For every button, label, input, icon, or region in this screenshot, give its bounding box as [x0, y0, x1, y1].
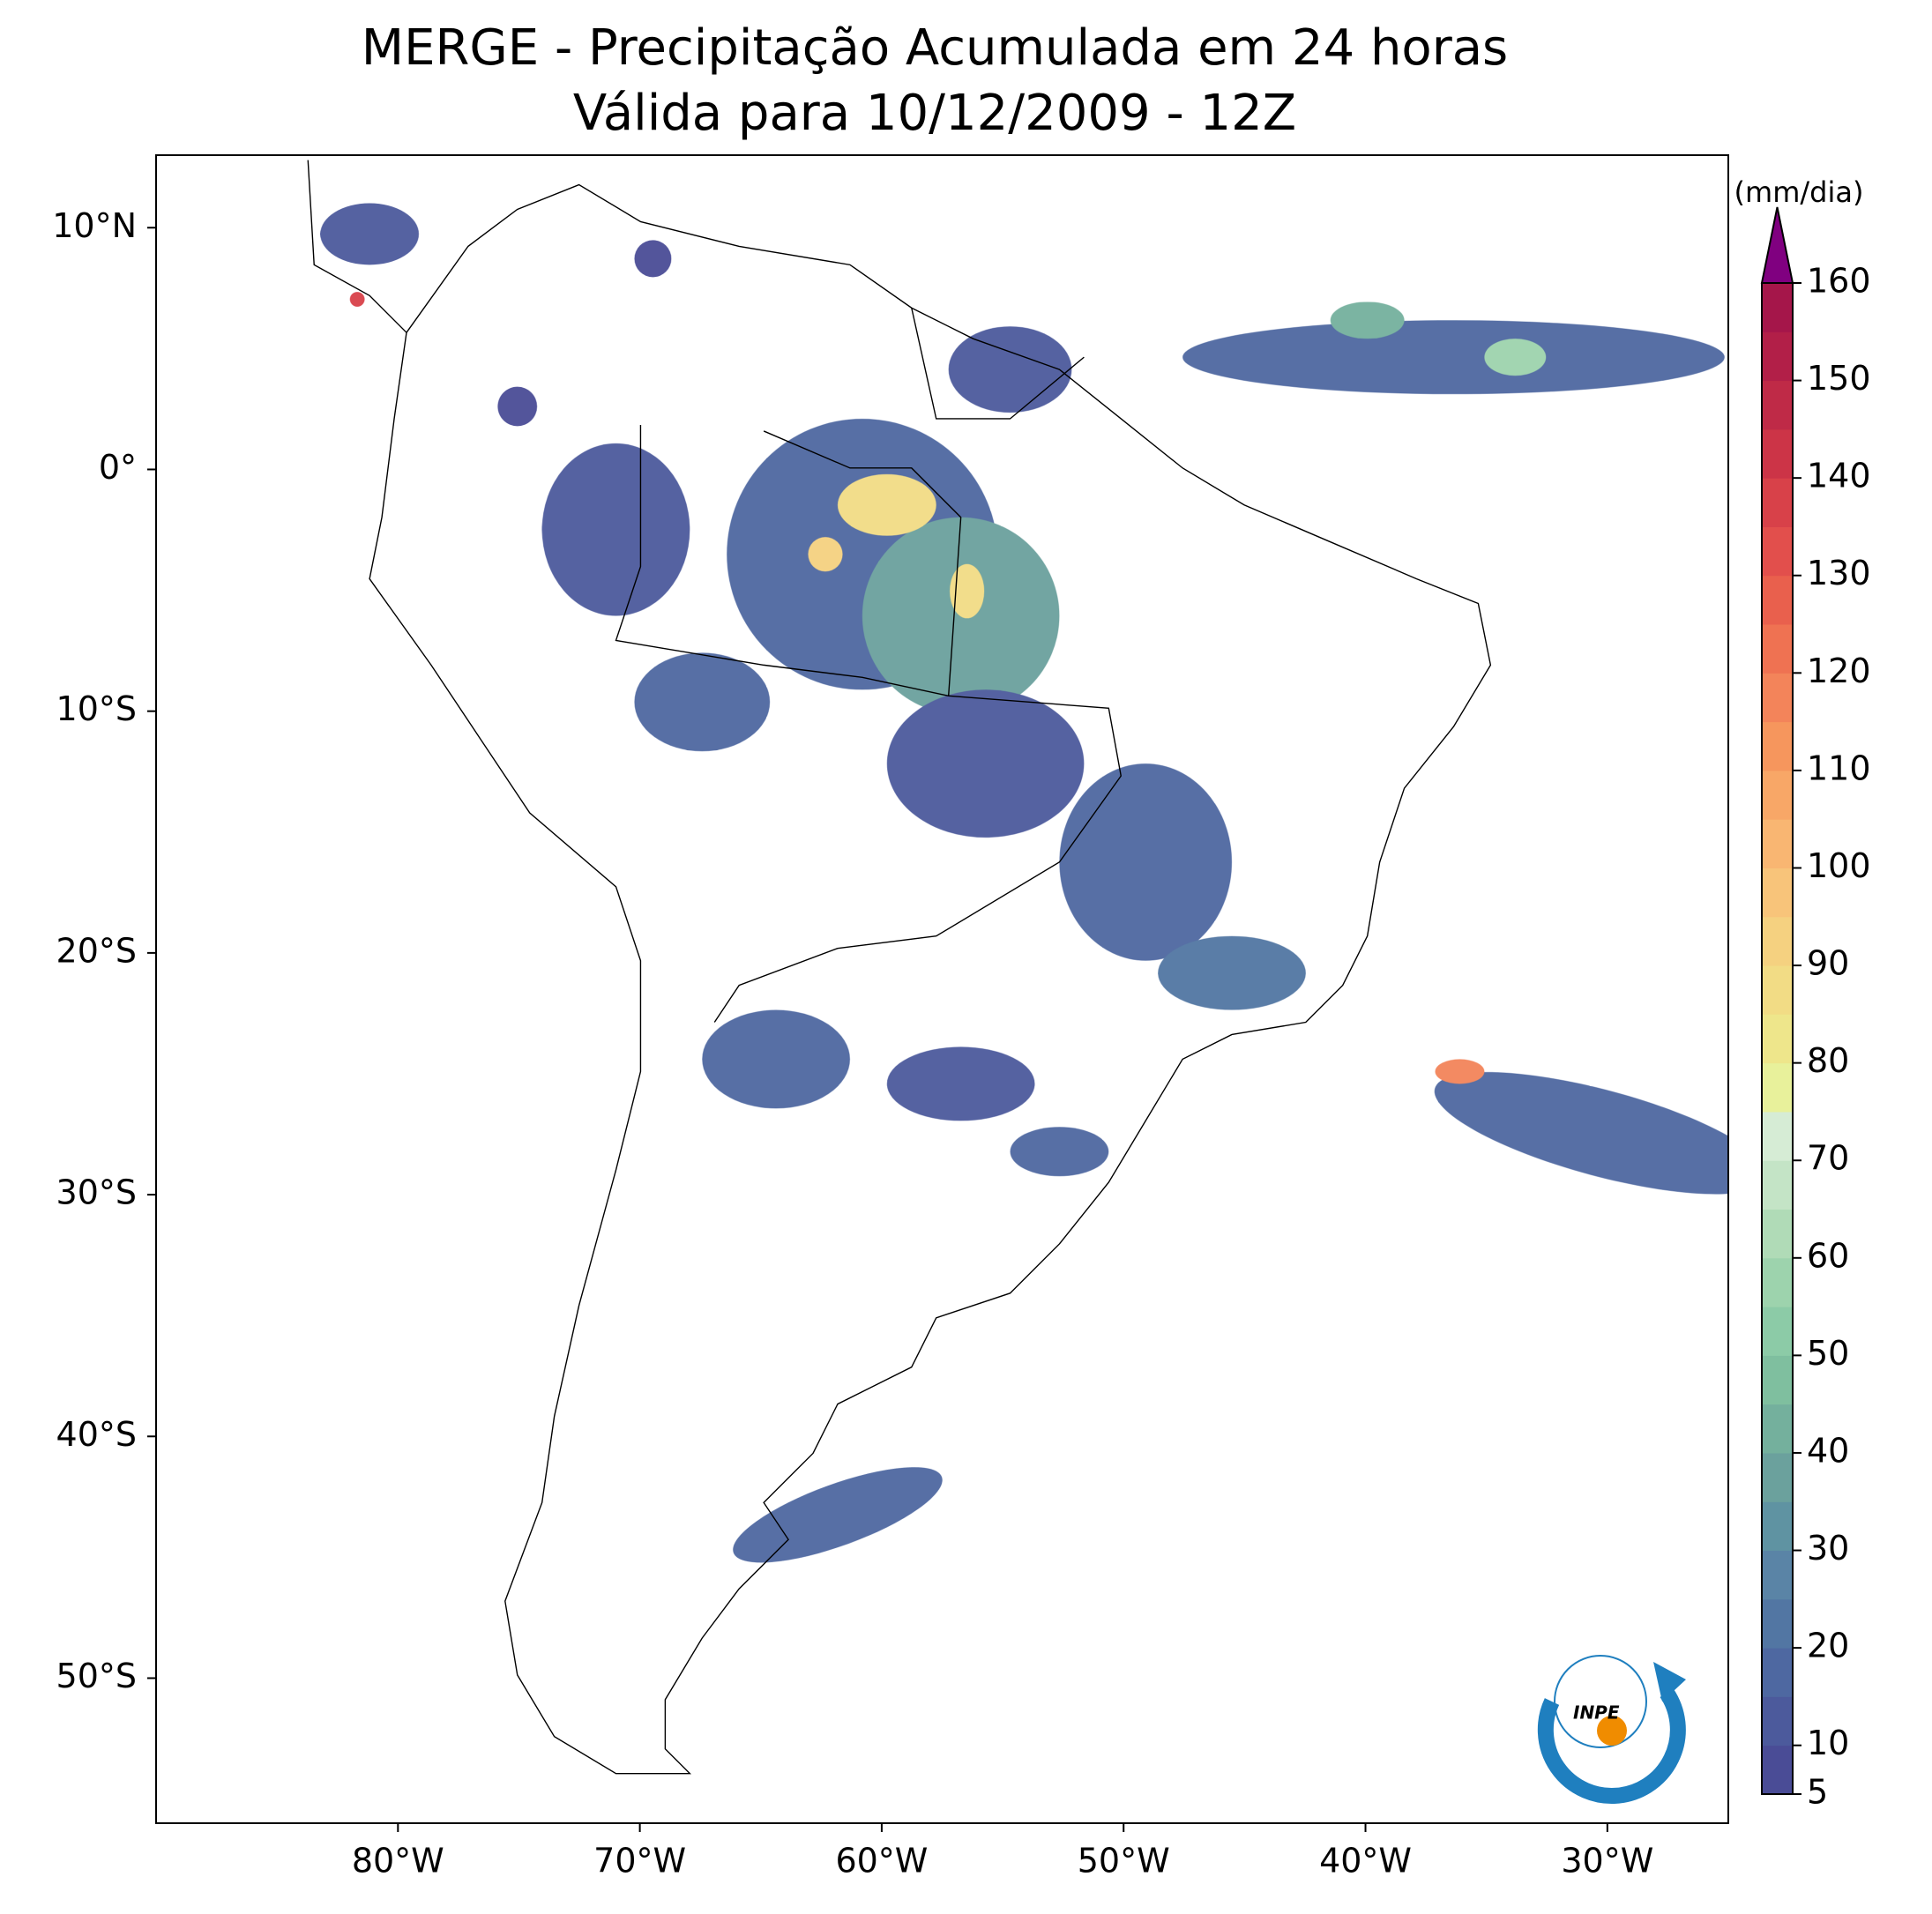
colorbar-tick-label: 120	[1807, 652, 1871, 690]
y-tick-label: 40°S	[56, 1415, 137, 1454]
colorbar-segment	[1762, 624, 1793, 674]
colorbar-label: (mm/dia)	[1734, 175, 1864, 209]
coastlines	[307, 160, 1492, 1775]
y-tick-label: 50°S	[56, 1657, 137, 1695]
subtitle: Válida para 10/12/2009 - 12Z	[573, 85, 1296, 142]
inpe-logo: INPE	[1537, 1655, 1686, 1804]
colorbar-extend	[1760, 206, 1794, 284]
colorbar-segment	[1762, 1111, 1793, 1161]
x-tick-label: 80°W	[352, 1842, 444, 1880]
colorbar-segment	[1762, 478, 1793, 527]
colorbar-segment	[1762, 1355, 1793, 1405]
colorbar-tick-label: 100	[1807, 846, 1871, 885]
y-tick-label: 10°N	[52, 206, 137, 245]
colorbar-segment	[1762, 819, 1793, 868]
y-tick-label: 0°	[99, 448, 137, 487]
colorbar-segment	[1762, 283, 1793, 332]
colorbar-segment	[1762, 1745, 1793, 1795]
y-tick-label: 30°S	[56, 1173, 137, 1212]
colorbar-segment	[1762, 1696, 1793, 1746]
colorbar-frame	[1761, 282, 1794, 1795]
colorbar-tick-label: 80	[1807, 1041, 1849, 1080]
colorbar-segment	[1762, 380, 1793, 430]
title: MERGE - Precipitação Acumulada em 24 hor…	[362, 19, 1508, 77]
colorbar-segment	[1762, 965, 1793, 1015]
colorbar-segment	[1762, 1014, 1793, 1064]
colorbar-segment	[1762, 1404, 1793, 1454]
colorbar-segment	[1762, 1307, 1793, 1356]
colorbar-segment	[1762, 1062, 1793, 1113]
colorbar-tick-label: 110	[1807, 748, 1871, 787]
colorbar-tick-label: 130	[1807, 554, 1871, 592]
colorbar-segment	[1762, 673, 1793, 723]
x-tick-label: 30°W	[1561, 1842, 1653, 1880]
map-area	[307, 160, 1728, 1775]
colorbar-tick-label: 20	[1807, 1627, 1849, 1665]
colorbar-segment	[1762, 721, 1793, 771]
colorbar-segment	[1762, 575, 1793, 625]
colorbar-segment	[1762, 1501, 1793, 1552]
colorbar-tick-label: 140	[1807, 457, 1871, 495]
colorbar-segment	[1762, 770, 1793, 820]
colorbar-tick-label: 40	[1807, 1431, 1849, 1470]
x-tick-label: 60°W	[835, 1842, 928, 1880]
logo-text: INPE	[1573, 1702, 1620, 1724]
y-tick-label: 10°S	[56, 689, 137, 728]
map-frame	[155, 154, 1729, 1824]
colorbar-tick-label: 70	[1807, 1139, 1849, 1178]
colorbar-tick-label: 60	[1807, 1236, 1849, 1275]
x-tick-label: 50°W	[1078, 1842, 1170, 1880]
colorbar-segment	[1762, 916, 1793, 966]
colorbar-segment	[1762, 1598, 1793, 1649]
colorbar-tick-label: 150	[1807, 359, 1871, 398]
colorbar-segment	[1762, 331, 1793, 382]
colorbar-segment	[1762, 868, 1793, 918]
precip-fields	[320, 203, 1728, 1563]
colorbar-segment	[1762, 1648, 1793, 1697]
colorbar-segment	[1762, 428, 1793, 479]
colorbar-segment	[1762, 1160, 1793, 1210]
colorbar-tick-label: 50	[1807, 1334, 1849, 1373]
colorbar-tick-label: 160	[1807, 262, 1871, 301]
y-tick-label: 20°S	[56, 931, 137, 970]
x-tick-label: 40°W	[1319, 1842, 1412, 1880]
colorbar-segment	[1762, 1257, 1793, 1307]
colorbar-segment	[1762, 1452, 1793, 1502]
x-tick-label: 70°W	[593, 1842, 686, 1880]
colorbar-tick-label: 30	[1807, 1529, 1849, 1568]
colorbar-segment	[1762, 1550, 1793, 1600]
colorbar-tick-label: 90	[1807, 944, 1849, 983]
colorbar-segment	[1762, 526, 1793, 577]
colorbar-segment	[1762, 1209, 1793, 1259]
colorbar-tick-label: 5	[1807, 1773, 1828, 1812]
colorbar-tick-label: 10	[1807, 1724, 1849, 1762]
